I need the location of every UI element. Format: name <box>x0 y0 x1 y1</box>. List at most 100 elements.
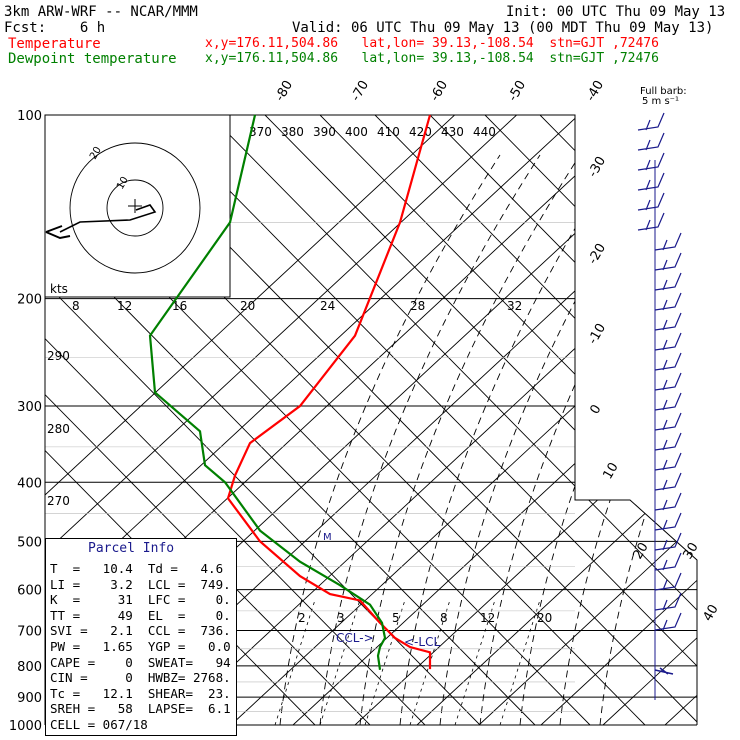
parcel-info-row: PW = 1.65 YGP = 0.0 <box>50 639 231 654</box>
isotherm-line <box>292 115 697 725</box>
wind-barb <box>654 667 674 675</box>
isotherm-line <box>168 115 697 725</box>
pressure-tick-label: 200 <box>17 293 42 308</box>
isotherm-label: -30 <box>585 154 609 180</box>
isotherm-line <box>540 115 697 725</box>
dry-adiabat-line <box>154 115 697 725</box>
parcel-info-row: CIN = 0 HWBZ= 2768. <box>50 670 231 686</box>
mixing-ratio-line <box>274 599 316 725</box>
pressure-tick-label: 400 <box>17 476 42 491</box>
dry-adiabat-line <box>374 115 697 725</box>
dewpoint-line <box>148 114 387 670</box>
temperature-line <box>226 114 432 670</box>
wind-barb <box>654 532 682 551</box>
scale-label: 20 <box>240 299 255 313</box>
parcel-info-row: CAPE = 0 SWEAT= 94 <box>50 654 231 670</box>
mixing-ratio-label: 12 <box>480 611 495 625</box>
moist-adiabat-line <box>439 154 661 725</box>
parcel-info-row: K = 31 LFC = 0. <box>50 592 231 608</box>
wind-barb <box>654 472 682 491</box>
pressure-tick-label: 900 <box>17 691 42 706</box>
legend-temperature-label: Temperature <box>8 36 101 52</box>
moist-adiabat-line <box>319 154 541 725</box>
isotherm-label: -50 <box>505 78 529 104</box>
mixing-ratio-label: 2 <box>298 611 306 625</box>
wind-barb <box>654 252 682 271</box>
wind-barb <box>654 412 682 431</box>
wind-barb <box>637 152 665 171</box>
ccl-marker: CCL-> <box>336 631 374 645</box>
isotherm-label: -10 <box>585 321 609 347</box>
moist-adiabat-line <box>359 154 581 725</box>
theta-label: 370 <box>249 125 272 139</box>
forecast-hour: Fcst: 6 h <box>4 20 106 36</box>
moist-adiabat-line <box>599 154 697 725</box>
isotherm-line <box>45 115 612 725</box>
dry-adiabat-line <box>705 115 740 725</box>
theta-label: 400 <box>345 125 368 139</box>
dry-adiabat-line <box>429 115 697 725</box>
theta-label: 380 <box>281 125 304 139</box>
scale-label: 16 <box>172 299 187 313</box>
scale-label: 8 <box>72 299 80 313</box>
isotherm-label: 20 <box>630 540 651 562</box>
mixing-ratio-label: 20 <box>537 611 552 625</box>
isotherm-label: -60 <box>427 78 451 104</box>
dry-adiabat-line <box>264 115 697 725</box>
parcel-info-row: SREH = 58 LAPSE= 6.1 <box>50 701 231 717</box>
wind-barb <box>654 232 682 251</box>
dry-adiabat-line <box>45 115 536 725</box>
isotherm-label: 40 <box>700 602 721 624</box>
wind-barb <box>654 332 682 351</box>
wind-barb <box>654 372 682 391</box>
theta-label: 430 <box>441 125 464 139</box>
barb-legend-units: 5 m s⁻¹ <box>642 96 679 107</box>
init-time: Init: 00 UTC Thu 09 May 13 <box>506 4 726 20</box>
parcel-info-row: T = 10.4 Td = 4.6 <box>50 561 224 576</box>
theta-label: 390 <box>313 125 336 139</box>
pressure-tick-label: 100 <box>17 109 42 124</box>
theta-label: 270 <box>47 494 70 508</box>
isotherm-line <box>727 85 740 725</box>
parcel-info-row: CELL = 067/18 <box>50 717 148 732</box>
model-title: 3km ARW-WRF -- NCAR/MMM <box>4 4 198 20</box>
hodograph-ring <box>69 142 201 274</box>
wind-barb <box>637 112 665 131</box>
isotherm-line <box>416 115 697 725</box>
wind-barb <box>654 452 682 471</box>
dry-adiabat-line <box>484 115 697 725</box>
dry-adiabat-line <box>649 115 697 725</box>
mixing-ratio-line <box>319 599 361 725</box>
dry-adiabat-line <box>45 115 371 725</box>
dry-adiabat-line <box>45 115 426 725</box>
pressure-tick-label: 1000 <box>9 719 42 734</box>
isotherm-label: -40 <box>583 78 607 104</box>
wind-barb <box>654 592 682 611</box>
theta-label: 440 <box>473 125 496 139</box>
isotherm-label: -70 <box>348 78 372 104</box>
wind-barb <box>654 352 682 371</box>
isotherm-line <box>478 115 697 725</box>
parcel-info-title: Parcel Info <box>88 541 175 556</box>
valid-time: Valid: 06 UTC Thu 09 May 13 (00 MDT Thu … <box>292 20 714 36</box>
wind-barb <box>637 192 665 211</box>
scale-label: kts <box>50 282 68 296</box>
mixing-ratio-label: 5 <box>392 611 400 625</box>
wind-barb <box>654 612 682 631</box>
isotherm-line <box>45 115 550 725</box>
isotherm-label: 30 <box>680 540 701 562</box>
wind-barb <box>637 172 665 191</box>
parcel-info-box: Parcel Info T = 10.4 Td = 4.6 LI = 3.2 L… <box>45 538 237 736</box>
legend-temperature-location: x,y=176.11,504.86 lat,lon= 39.13,-108.54… <box>205 36 659 51</box>
wind-barb <box>654 292 682 311</box>
legend-dewpoint-label: Dewpoint temperature <box>8 51 177 67</box>
theta-label: 420 <box>409 125 432 139</box>
isotherm-label: -80 <box>272 78 296 104</box>
scale-label: 24 <box>320 299 335 313</box>
mixing-ratio-label: 8 <box>440 611 448 625</box>
wind-barb <box>654 492 682 511</box>
lcl-marker: <-LCL <box>404 635 440 649</box>
parcel-info-row: Tc = 12.1 SHEAR= 23. <box>50 685 231 701</box>
wind-barb <box>654 392 682 411</box>
